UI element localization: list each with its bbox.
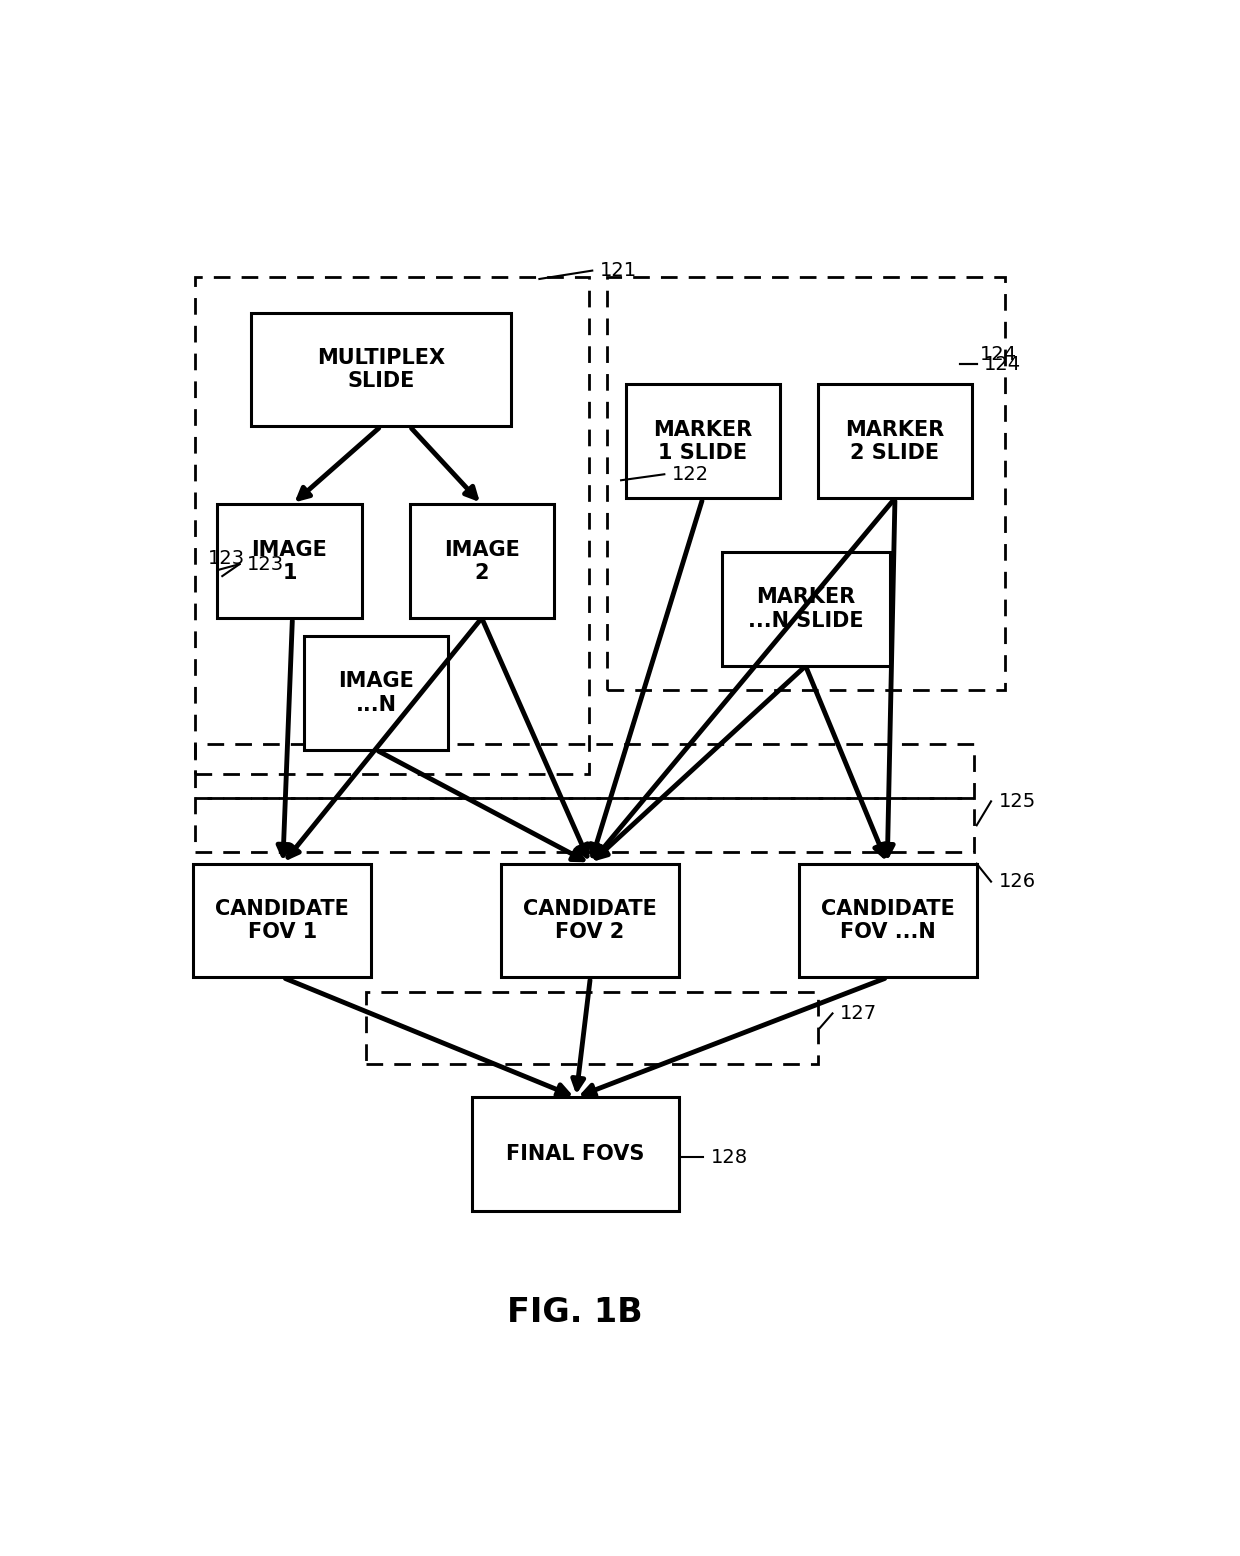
Text: 127: 127: [841, 1004, 878, 1022]
Bar: [196, 277, 589, 773]
Text: 128: 128: [711, 1148, 748, 1167]
Text: 124: 124: [985, 355, 1022, 373]
Text: MULTIPLEX
SLIDE: MULTIPLEX SLIDE: [316, 349, 445, 391]
Bar: [626, 384, 780, 498]
Text: CANDIDATE
FOV 1: CANDIDATE FOV 1: [216, 899, 350, 943]
Text: MARKER
2 SLIDE: MARKER 2 SLIDE: [846, 420, 945, 464]
Text: FIG. 1B: FIG. 1B: [507, 1296, 642, 1329]
Text: FINAL FOVS: FINAL FOVS: [506, 1144, 645, 1164]
Text: 123: 123: [247, 554, 284, 574]
Text: 124: 124: [980, 345, 1017, 364]
Text: 122: 122: [672, 465, 709, 484]
Bar: [196, 798, 973, 851]
Bar: [193, 864, 371, 977]
Text: 125: 125: [998, 792, 1035, 811]
Text: IMAGE
1: IMAGE 1: [252, 540, 327, 584]
Bar: [304, 636, 448, 750]
Bar: [501, 864, 678, 977]
Bar: [472, 1097, 678, 1211]
Bar: [606, 277, 1006, 689]
Text: 126: 126: [998, 871, 1035, 892]
Text: MARKER
1 SLIDE: MARKER 1 SLIDE: [653, 420, 753, 464]
Text: MARKER
...N SLIDE: MARKER ...N SLIDE: [748, 588, 864, 630]
Bar: [250, 313, 511, 426]
Bar: [409, 504, 554, 618]
Text: 121: 121: [600, 261, 637, 280]
Bar: [818, 384, 972, 498]
Bar: [722, 552, 890, 666]
Text: IMAGE
...N: IMAGE ...N: [339, 671, 414, 714]
Text: IMAGE
2: IMAGE 2: [444, 540, 520, 584]
Text: CANDIDATE
FOV 2: CANDIDATE FOV 2: [523, 899, 657, 943]
Text: CANDIDATE
FOV ...N: CANDIDATE FOV ...N: [821, 899, 955, 943]
Bar: [799, 864, 977, 977]
Bar: [217, 504, 362, 618]
Bar: [196, 744, 973, 798]
Text: 123: 123: [208, 549, 246, 568]
Bar: [367, 991, 818, 1064]
